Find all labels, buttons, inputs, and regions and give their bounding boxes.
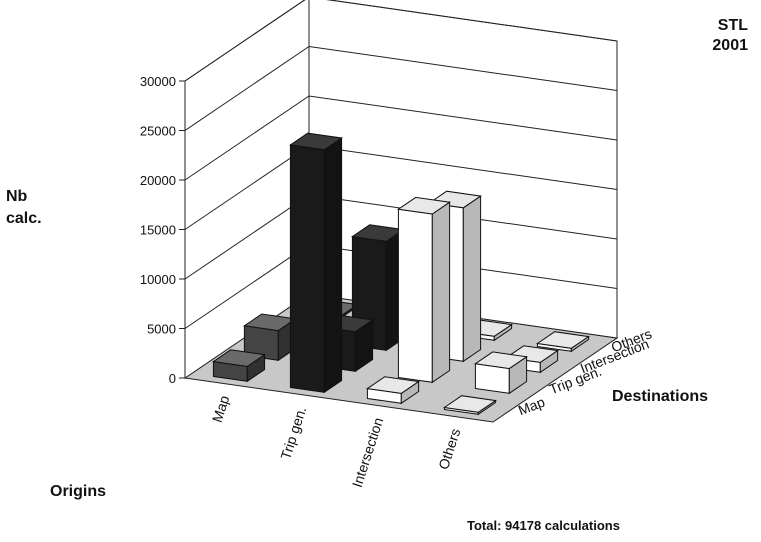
- y-tick-label: 0: [169, 371, 176, 386]
- corner-label-line2: 2001: [712, 37, 748, 54]
- bar-top-face: [397, 196, 451, 215]
- x-tick-label: Intersection: [349, 415, 387, 489]
- bar-top-face: [212, 349, 266, 367]
- bar: [443, 395, 497, 416]
- y-axis-label-line2: calc.: [6, 210, 42, 227]
- bar-front-face: [289, 144, 325, 393]
- bar-side-face: [431, 201, 451, 384]
- gridline: [184, 45, 618, 131]
- x-tick-label: Others: [435, 426, 463, 471]
- corner-label-line1: STL: [717, 17, 748, 34]
- z-axis-label: Destinations: [612, 388, 709, 405]
- bar: [536, 331, 590, 353]
- bar-side-face: [462, 195, 482, 363]
- corner-label: STL 2001: [700, 16, 748, 56]
- total-label: Total: 94178 calculations: [467, 518, 620, 533]
- bar-top-face: [289, 132, 343, 151]
- bar-top-face: [443, 395, 497, 413]
- x-tick-label: Map: [209, 393, 233, 424]
- y-tick-label: 30000: [140, 74, 176, 89]
- bar: [289, 132, 343, 394]
- bar-front-face: [397, 208, 433, 383]
- y-tick-label: 5000: [147, 322, 176, 337]
- bar-top-face: [474, 351, 528, 370]
- x-axis-label: Origins: [50, 483, 107, 500]
- gridline: [184, 95, 618, 181]
- y-tick-label: 15000: [140, 223, 176, 238]
- y-axis-label-line1: Nb: [6, 188, 28, 205]
- x-tick-label: Trip gen.: [277, 404, 309, 461]
- gridline: [184, 0, 618, 82]
- bar: [366, 376, 420, 405]
- bar: [474, 351, 528, 395]
- y-axis-label: Nb calc.: [6, 186, 42, 230]
- bar: [243, 313, 297, 362]
- bar: [212, 349, 266, 383]
- y-tick-label: 20000: [140, 173, 176, 188]
- bar-side-face: [323, 137, 343, 394]
- bar: [397, 196, 451, 384]
- y-tick-label: 10000: [140, 272, 176, 287]
- y-tick-label: 25000: [140, 124, 176, 139]
- bar-top-face: [536, 331, 590, 349]
- bar-top-face: [366, 376, 420, 394]
